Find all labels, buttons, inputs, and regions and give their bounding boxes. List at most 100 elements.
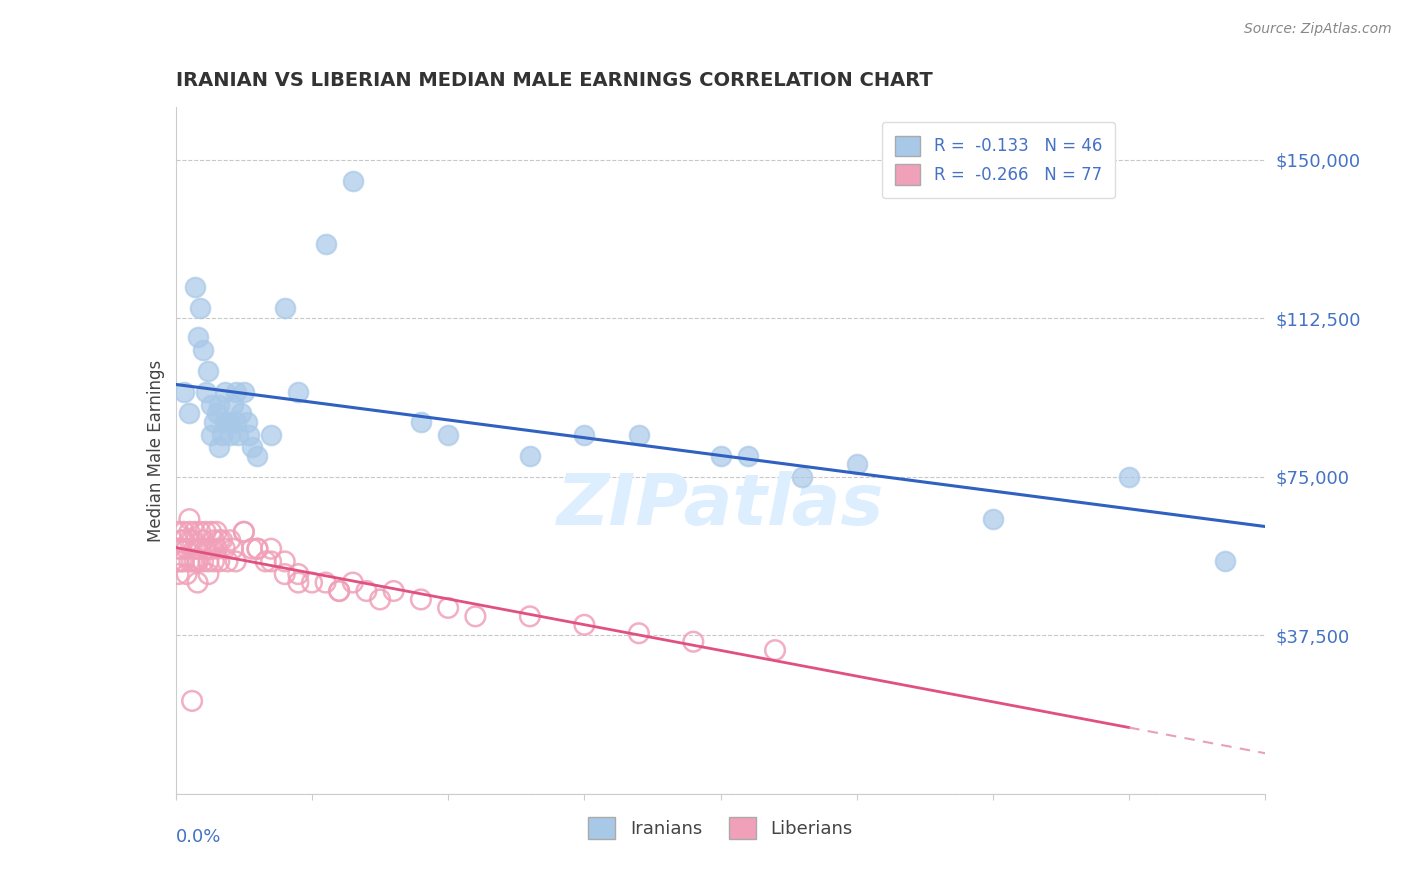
Point [186,554,209,568]
Point [188,541,211,556]
Point [1118,470,1140,484]
Point [194,524,217,539]
Point [186,541,209,556]
Point [260,541,283,556]
Point [188,524,211,539]
Point [188,301,211,315]
Point [763,643,786,657]
Point [194,385,217,400]
Point [519,449,541,463]
Point [315,575,337,590]
Point [179,554,201,568]
Point [437,427,460,442]
Point [225,415,247,429]
Point [176,567,198,582]
Point [205,407,228,421]
Point [342,575,364,590]
Point [205,541,228,556]
Point [205,524,228,539]
Point [342,174,364,188]
Point [200,524,222,539]
Point [246,541,269,556]
Point [197,364,219,378]
Point [173,385,195,400]
Point [173,533,195,548]
Point [200,541,222,556]
Legend: Iranians, Liberians: Iranians, Liberians [581,810,860,847]
Y-axis label: Median Male Earnings: Median Male Earnings [146,359,165,541]
Point [225,554,247,568]
Point [246,541,269,556]
Point [208,440,231,454]
Point [214,385,236,400]
Point [214,541,236,556]
Point [315,237,337,252]
Point [981,512,1004,526]
Point [197,541,219,556]
Point [287,385,309,400]
Point [274,301,297,315]
Point [231,407,253,421]
Point [186,554,209,568]
Point [181,694,204,708]
Point [222,398,245,412]
Point [260,427,283,442]
Text: ZIPatlas: ZIPatlas [557,471,884,540]
Point [232,385,254,400]
Point [246,449,269,463]
Point [184,524,207,539]
Point [287,567,309,582]
Point [170,541,193,556]
Point [519,609,541,624]
Point [222,541,245,556]
Point [627,427,650,442]
Point [200,398,222,412]
Point [200,427,222,442]
Point [382,584,405,599]
Point [217,554,239,568]
Point [217,415,239,429]
Point [208,398,231,412]
Point [214,415,236,429]
Point [228,427,250,442]
Point [301,575,323,590]
Point [181,554,204,568]
Point [260,554,283,568]
Point [574,427,596,442]
Point [184,279,207,293]
Point [710,449,733,463]
Point [274,554,297,568]
Point [197,567,219,582]
Point [184,554,207,568]
Point [179,407,201,421]
Text: 0.0%: 0.0% [176,828,221,847]
Point [194,541,217,556]
Point [167,524,190,539]
Point [274,567,297,582]
Point [202,554,225,568]
Point [409,415,432,429]
Point [167,554,190,568]
Point [737,449,759,463]
Point [409,592,432,607]
Text: Source: ZipAtlas.com: Source: ZipAtlas.com [1244,22,1392,37]
Point [238,427,260,442]
Point [202,533,225,548]
Point [208,533,231,548]
Point [170,554,193,568]
Point [627,626,650,640]
Point [211,427,233,442]
Point [328,584,350,599]
Point [235,415,257,429]
Point [211,533,233,548]
Point [176,541,198,556]
Point [186,575,209,590]
Point [254,554,277,568]
Point [1213,554,1236,568]
Point [368,592,391,607]
Point [219,427,242,442]
Point [191,533,214,548]
Point [682,634,704,648]
Point [225,385,247,400]
Point [179,533,201,548]
